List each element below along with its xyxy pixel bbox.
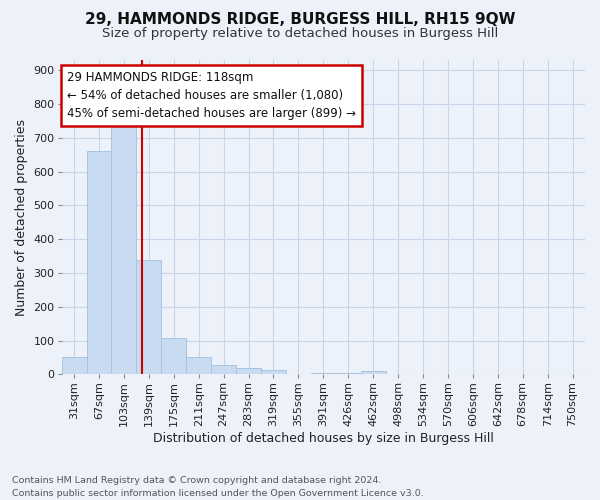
Bar bbox=[86, 152, 112, 374]
Bar bbox=[136, 260, 161, 374]
Bar bbox=[211, 365, 236, 374]
Bar bbox=[186, 357, 211, 374]
Bar bbox=[161, 338, 186, 374]
Text: Size of property relative to detached houses in Burgess Hill: Size of property relative to detached ho… bbox=[102, 28, 498, 40]
Text: Contains HM Land Registry data © Crown copyright and database right 2024.
Contai: Contains HM Land Registry data © Crown c… bbox=[12, 476, 424, 498]
Text: 29 HAMMONDS RIDGE: 118sqm
← 54% of detached houses are smaller (1,080)
45% of se: 29 HAMMONDS RIDGE: 118sqm ← 54% of detac… bbox=[67, 71, 356, 120]
X-axis label: Distribution of detached houses by size in Burgess Hill: Distribution of detached houses by size … bbox=[153, 432, 494, 445]
Bar bbox=[236, 368, 261, 374]
Bar bbox=[112, 121, 136, 374]
Y-axis label: Number of detached properties: Number of detached properties bbox=[15, 118, 28, 316]
Bar bbox=[261, 370, 286, 374]
Bar bbox=[361, 372, 386, 374]
Bar bbox=[62, 357, 86, 374]
Text: 29, HAMMONDS RIDGE, BURGESS HILL, RH15 9QW: 29, HAMMONDS RIDGE, BURGESS HILL, RH15 9… bbox=[85, 12, 515, 28]
